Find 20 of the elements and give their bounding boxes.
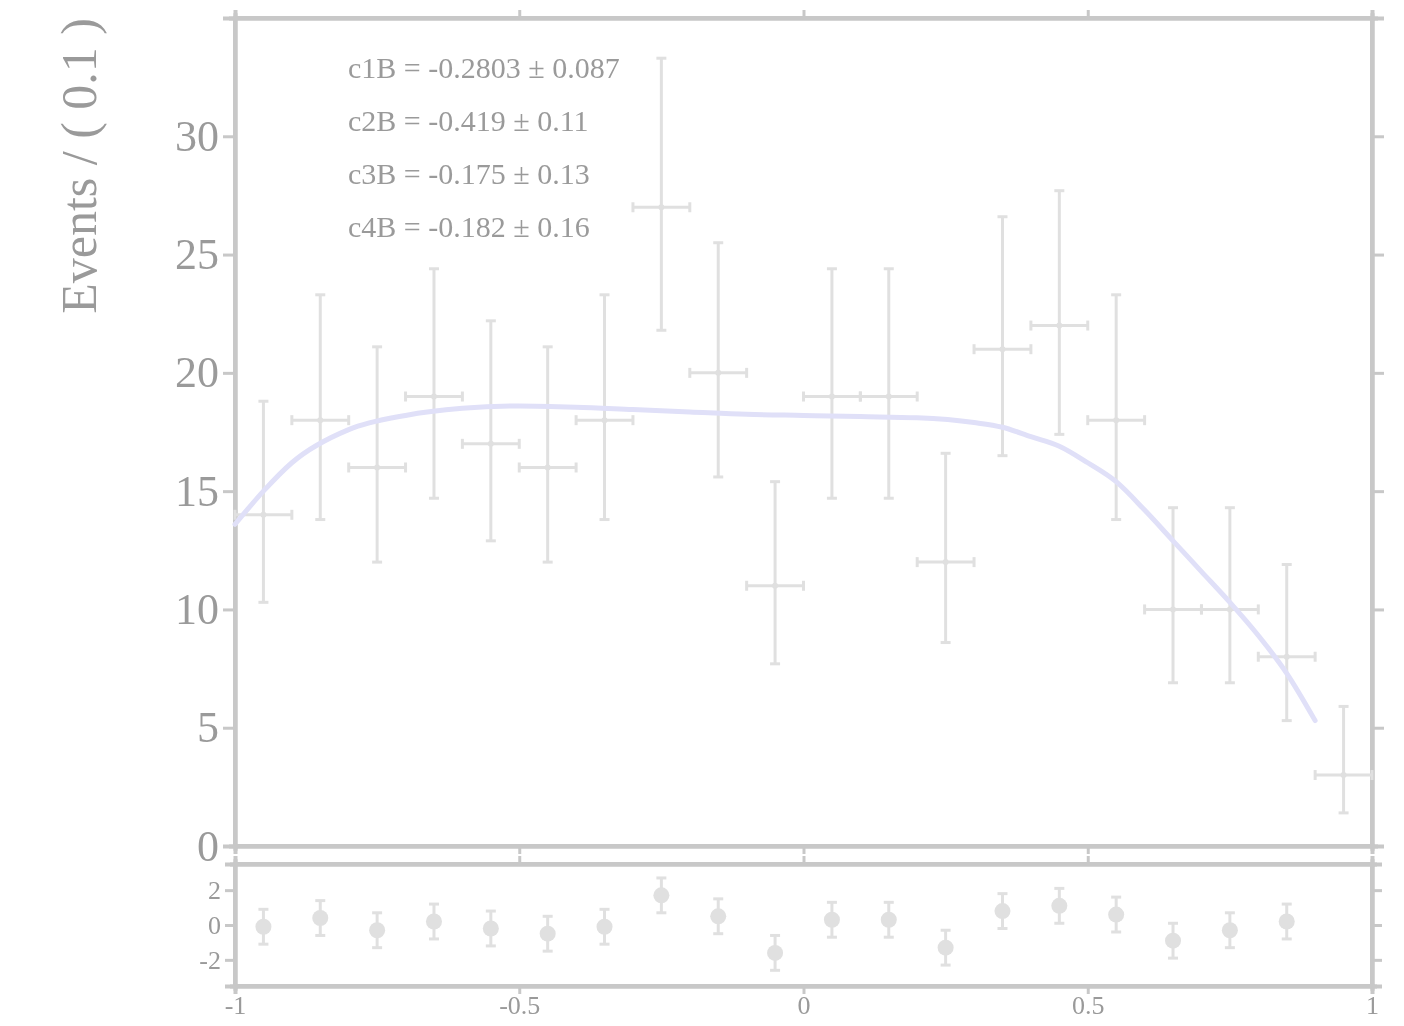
annotation: c3B = -0.175 ± 0.13 <box>348 157 590 190</box>
y-tick-label: -2 <box>199 945 221 975</box>
y-tick-label: 15 <box>175 466 219 516</box>
y-tick-label: 20 <box>175 348 219 398</box>
y-tick-label: 5 <box>197 703 219 753</box>
annotation: c2B = -0.419 ± 0.11 <box>348 104 589 137</box>
y-tick-label: 30 <box>175 111 219 161</box>
annotation: c4B = -0.182 ± 0.16 <box>348 210 590 243</box>
y-tick-label: 0 <box>197 821 219 871</box>
y-axis-title: Events / ( 0.1 ) <box>51 18 107 314</box>
x-tick-label: -1 <box>224 991 247 1021</box>
y-tick-label: 25 <box>175 230 219 280</box>
x-tick-label: 1 <box>1366 991 1379 1021</box>
x-tick-label: 0.5 <box>1072 991 1105 1021</box>
x-tick-label: -0.5 <box>499 991 541 1021</box>
annotation: c1B = -0.2803 ± 0.087 <box>348 51 620 84</box>
y-tick-label: 10 <box>175 585 219 635</box>
y-tick-label: 0 <box>208 910 221 940</box>
x-tick-label: 0 <box>797 991 811 1021</box>
y-tick-label: 2 <box>208 875 221 905</box>
